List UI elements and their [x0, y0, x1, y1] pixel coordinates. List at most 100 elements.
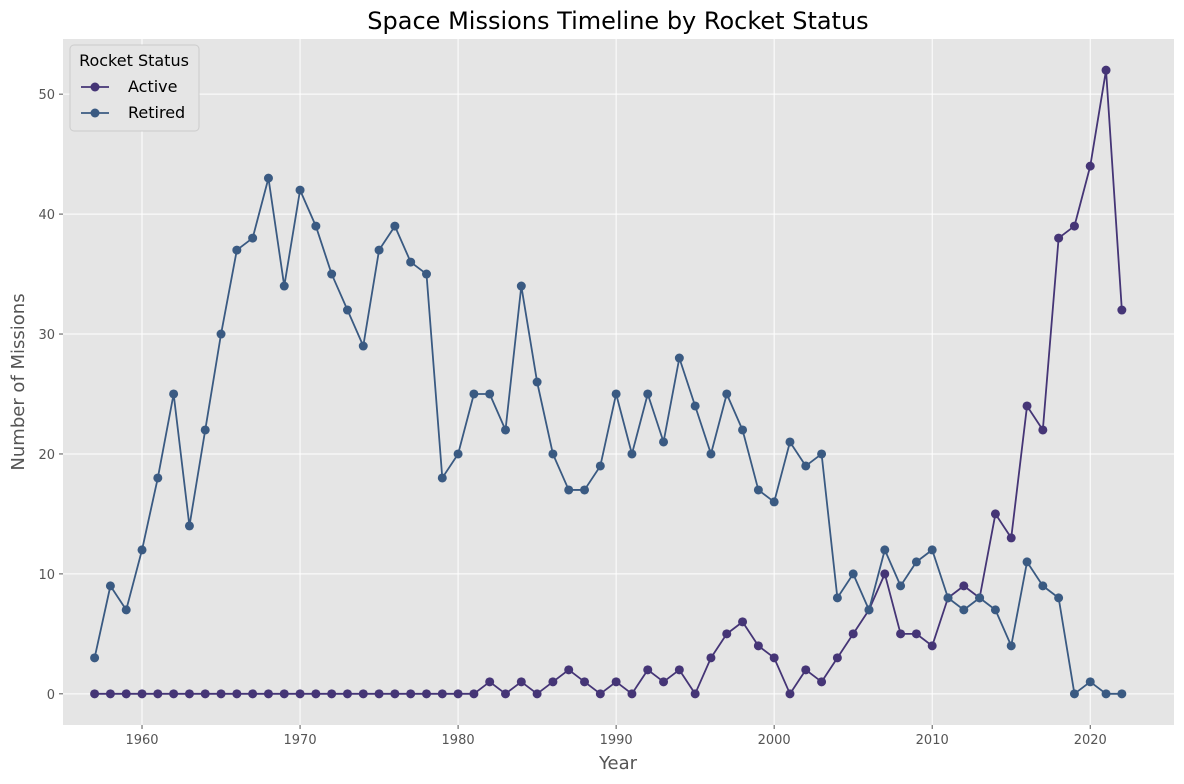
data-point-active-1963: [184, 689, 194, 699]
data-point-retired-2000: [769, 497, 779, 507]
data-point-retired-2008: [896, 581, 906, 591]
data-point-active-1997: [722, 629, 732, 639]
data-point-retired-2017: [1038, 581, 1048, 591]
data-point-retired-1971: [311, 221, 321, 231]
data-point-retired-1992: [643, 389, 653, 399]
data-point-active-1982: [485, 677, 495, 687]
data-point-active-1991: [627, 689, 637, 699]
data-point-active-1978: [421, 689, 431, 699]
legend: Rocket Status Active Retired: [69, 44, 200, 132]
x-axis-ticks: 1960 1970 1980 1990 2000 2010 2020: [125, 725, 1107, 748]
data-point-retired-1987: [564, 485, 574, 495]
data-point-active-1971: [311, 689, 321, 699]
data-point-active-1977: [406, 689, 416, 699]
data-point-active-1980: [453, 689, 463, 699]
data-point-active-1996: [706, 653, 716, 663]
data-point-retired-1961: [153, 473, 163, 483]
data-point-retired-2001: [785, 437, 795, 447]
data-point-active-1960: [137, 689, 147, 699]
data-point-active-1990: [611, 677, 621, 687]
data-point-active-1985: [532, 689, 542, 699]
data-point-active-2007: [880, 569, 890, 579]
data-point-retired-1970: [295, 185, 305, 195]
data-point-retired-2006: [864, 605, 874, 615]
data-point-active-1998: [738, 617, 748, 627]
data-point-active-1979: [437, 689, 447, 699]
data-point-active-2001: [785, 689, 795, 699]
data-point-retired-1965: [216, 329, 226, 339]
data-point-retired-2018: [1054, 593, 1064, 603]
data-point-retired-2014: [990, 605, 1000, 615]
data-point-active-1984: [516, 677, 526, 687]
data-point-retired-1978: [421, 269, 431, 279]
data-point-active-2009: [911, 629, 921, 639]
data-point-active-1968: [263, 689, 273, 699]
data-point-retired-1977: [406, 257, 416, 267]
data-point-retired-1968: [263, 173, 273, 183]
data-point-retired-2015: [1006, 641, 1016, 651]
x-tick-label-1960: 1960: [125, 733, 158, 748]
y-tick-label-20: 20: [38, 448, 55, 463]
data-point-retired-1963: [184, 521, 194, 531]
data-point-retired-1958: [105, 581, 115, 591]
data-point-retired-1962: [169, 389, 179, 399]
x-tick-label-2020: 2020: [1074, 733, 1107, 748]
data-point-retired-1964: [200, 425, 210, 435]
x-tick-label-1990: 1990: [600, 733, 633, 748]
data-point-retired-1981: [469, 389, 479, 399]
data-point-retired-1990: [611, 389, 621, 399]
data-point-retired-1974: [358, 341, 368, 351]
data-point-active-2020: [1085, 161, 1095, 171]
data-point-retired-2016: [1022, 557, 1032, 567]
data-point-retired-1975: [374, 245, 384, 255]
data-point-retired-2003: [817, 449, 827, 459]
data-point-active-1957: [90, 689, 100, 699]
data-point-retired-1979: [437, 473, 447, 483]
data-point-active-1994: [674, 665, 684, 675]
y-tick-label-50: 50: [38, 88, 55, 103]
x-tick-label-1970: 1970: [284, 733, 317, 748]
data-point-retired-1972: [327, 269, 337, 279]
data-point-active-1958: [105, 689, 115, 699]
data-point-retired-1999: [753, 485, 763, 495]
x-axis-label: Year: [598, 753, 638, 774]
data-point-active-1981: [469, 689, 479, 699]
data-point-retired-1984: [516, 281, 526, 291]
x-tick-label-1980: 1980: [442, 733, 475, 748]
x-tick-label-2000: 2000: [758, 733, 791, 748]
data-point-active-1993: [659, 677, 669, 687]
data-point-active-1988: [580, 677, 590, 687]
data-point-active-2017: [1038, 425, 1048, 435]
data-point-retired-1998: [738, 425, 748, 435]
data-point-active-2004: [832, 653, 842, 663]
data-point-retired-2005: [848, 569, 858, 579]
data-point-retired-1993: [659, 437, 669, 447]
series-retired: [90, 173, 1127, 699]
data-point-retired-1997: [722, 389, 732, 399]
data-point-active-1992: [643, 665, 653, 675]
data-point-active-1987: [564, 665, 574, 675]
y-axis-label: Number of Missions: [8, 293, 29, 470]
legend-box: [69, 44, 200, 132]
data-point-retired-1995: [690, 401, 700, 411]
data-point-active-1976: [390, 689, 400, 699]
data-point-active-1964: [200, 689, 210, 699]
data-point-retired-2019: [1069, 689, 1079, 699]
data-point-active-2022: [1117, 305, 1127, 315]
data-point-active-1965: [216, 689, 226, 699]
data-point-retired-1986: [548, 449, 558, 459]
data-point-retired-1980: [453, 449, 463, 459]
data-point-active-1966: [232, 689, 242, 699]
legend-title: Rocket Status: [79, 51, 189, 70]
data-point-active-2005: [848, 629, 858, 639]
data-point-active-1972: [327, 689, 337, 699]
data-point-retired-1957: [90, 653, 100, 663]
legend-entry-retired: Retired: [128, 103, 185, 122]
chart-title: Space Missions Timeline by Rocket Status: [367, 7, 868, 35]
data-point-retired-1969: [279, 281, 289, 291]
data-point-active-1975: [374, 689, 384, 699]
data-point-active-2021: [1101, 65, 1111, 75]
y-tick-label-10: 10: [38, 568, 55, 583]
data-point-retired-2007: [880, 545, 890, 555]
data-point-active-2008: [896, 629, 906, 639]
